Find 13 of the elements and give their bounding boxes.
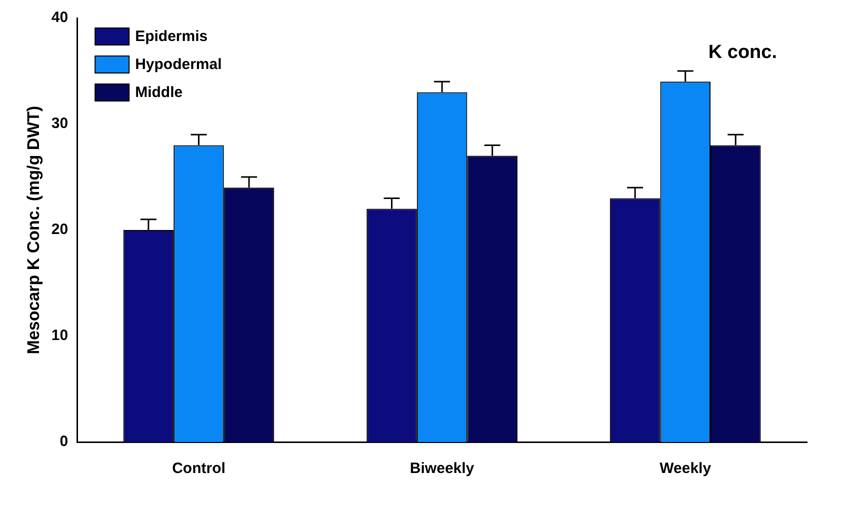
y-tick-label: 20	[51, 221, 68, 238]
y-tick-label: 0	[60, 433, 68, 450]
x-tick-label: Weekly	[660, 460, 712, 478]
annotation: K conc.	[708, 42, 777, 63]
x-tick-label: Biweekly	[410, 460, 475, 478]
x-tick-label: Control	[172, 460, 226, 478]
legend-label: Epidermis	[135, 28, 208, 46]
y-tick-label: 30	[51, 115, 68, 132]
y-tick-label: 10	[51, 327, 68, 344]
y-axis-title: Mesocarp K Conc. (mg/g DWT)	[24, 106, 43, 354]
legend-label: Middle	[135, 84, 183, 102]
y-tick-label: 40	[51, 9, 68, 26]
legend-label: Hypodermal	[135, 56, 222, 74]
